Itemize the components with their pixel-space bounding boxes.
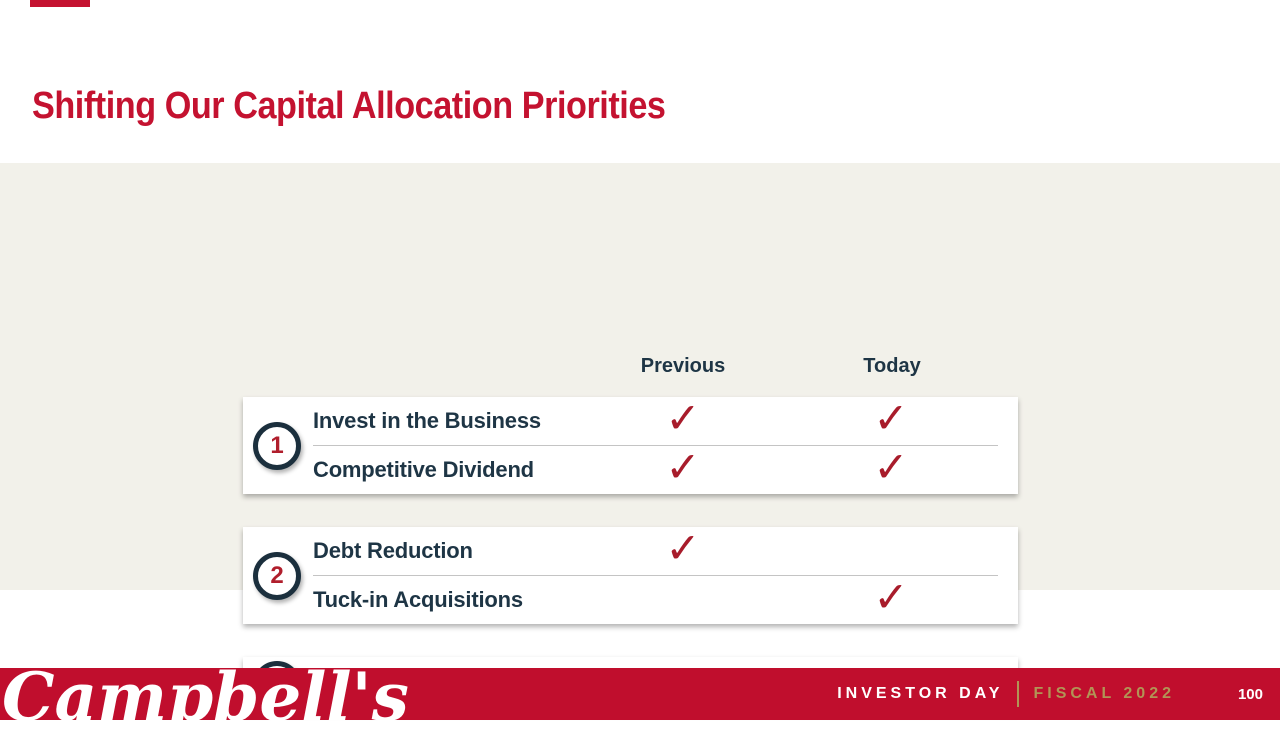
- check-icon: ✓: [873, 442, 909, 492]
- row-label: Competitive Dividend: [313, 457, 534, 482]
- page-number: 100: [1237, 685, 1263, 703]
- table-row: Competitive Dividend ✓ ✓: [243, 446, 1018, 494]
- content-panel: Previous Today 1 Invest in the Business …: [0, 163, 1280, 712]
- priority-card-2: 2 Debt Reduction ✓ Tuck-in Acquisitions …: [243, 527, 1018, 624]
- footer-bar: [0, 668, 1280, 720]
- footer-divider: [1017, 681, 1020, 707]
- priority-card-1: 1 Invest in the Business ✓ ✓ Competitive…: [243, 397, 1018, 494]
- check-icon: ✓: [665, 442, 701, 492]
- row-label: Invest in the Business: [313, 408, 541, 433]
- check-icon: ✓: [873, 572, 909, 622]
- table-row: Debt Reduction ✓: [243, 527, 1018, 575]
- top-accent-dash: [30, 0, 90, 7]
- campbells-logo: Campbell's: [2, 658, 409, 736]
- page-title: Shifting Our Capital Allocation Prioriti…: [32, 85, 666, 128]
- column-header-today: Today: [863, 355, 921, 377]
- priority-badge-1: 1: [253, 421, 301, 470]
- check-icon: ✓: [873, 393, 909, 443]
- table-row: Invest in the Business ✓ ✓: [243, 397, 1018, 445]
- check-icon: ✓: [665, 523, 701, 573]
- investor-day-label: INVESTOR DAY: [837, 685, 1004, 702]
- column-header-previous: Previous: [640, 355, 726, 377]
- priority-badge-2: 2: [253, 551, 301, 600]
- check-icon: ✓: [665, 393, 701, 443]
- row-divider: [313, 575, 998, 576]
- footer-meta: INVESTOR DAY FISCAL 2022: [837, 668, 1175, 720]
- row-label: Tuck-in Acquisitions: [313, 587, 523, 612]
- row-divider: [313, 445, 998, 446]
- fiscal-year-label: FISCAL 2022: [1033, 685, 1175, 702]
- row-label: Debt Reduction: [313, 538, 473, 563]
- table-row: Tuck-in Acquisitions ✓: [243, 576, 1018, 624]
